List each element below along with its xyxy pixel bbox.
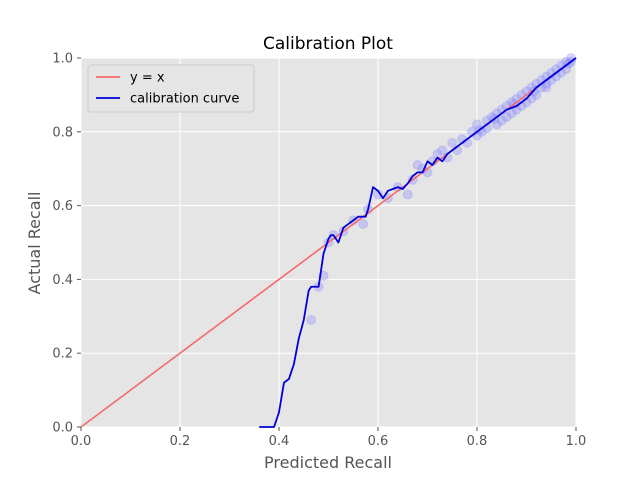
calibration-curve-line bbox=[259, 57, 577, 428]
scatter-point bbox=[358, 219, 369, 230]
legend: y = x calibration curve bbox=[87, 64, 255, 113]
scatter-point bbox=[541, 82, 552, 93]
legend-box bbox=[87, 64, 255, 113]
scatter-point bbox=[437, 145, 448, 156]
y-tick-label: 0.8 bbox=[52, 125, 73, 140]
x-tick-label: 0.0 bbox=[71, 434, 92, 449]
scatter-point bbox=[306, 314, 317, 325]
y-tick-label: 0.2 bbox=[52, 347, 73, 362]
x-tick-label: 1.0 bbox=[566, 434, 587, 449]
y-tick-label: 0.0 bbox=[52, 421, 73, 436]
x-tick-label: 0.2 bbox=[170, 434, 191, 449]
y-tick-label: 1.0 bbox=[52, 52, 73, 67]
scatter-point bbox=[491, 119, 502, 130]
x-axis-label: Predicted Recall bbox=[264, 453, 392, 472]
y-tick-label: 0.4 bbox=[52, 273, 73, 288]
x-tick-label: 0.8 bbox=[467, 434, 488, 449]
scatter-point bbox=[402, 189, 413, 200]
legend-label: calibration curve bbox=[130, 92, 239, 107]
scatter-point bbox=[531, 89, 542, 100]
grid-lines bbox=[80, 57, 577, 428]
axis-ticks: 0.0 0.2 0.4 0.6 0.8 1.0 0.0 0.2 0.4 0.6 0.8 1.0 bbox=[52, 52, 586, 450]
y-tick-label: 0.6 bbox=[52, 199, 73, 214]
scatter-point bbox=[501, 112, 512, 123]
scatter-point bbox=[447, 137, 458, 148]
scatter-point bbox=[412, 160, 423, 171]
scatter-point bbox=[506, 108, 517, 119]
legend-label: y = x bbox=[130, 71, 165, 86]
x-tick-label: 0.4 bbox=[269, 434, 290, 449]
y-axis-label: Actual Recall bbox=[25, 192, 44, 295]
series-lines bbox=[80, 57, 577, 428]
chart-title: Calibration Plot bbox=[263, 34, 393, 54]
scatter-point bbox=[496, 115, 507, 126]
x-tick-label: 0.6 bbox=[368, 434, 389, 449]
scatter-point bbox=[472, 119, 482, 130]
